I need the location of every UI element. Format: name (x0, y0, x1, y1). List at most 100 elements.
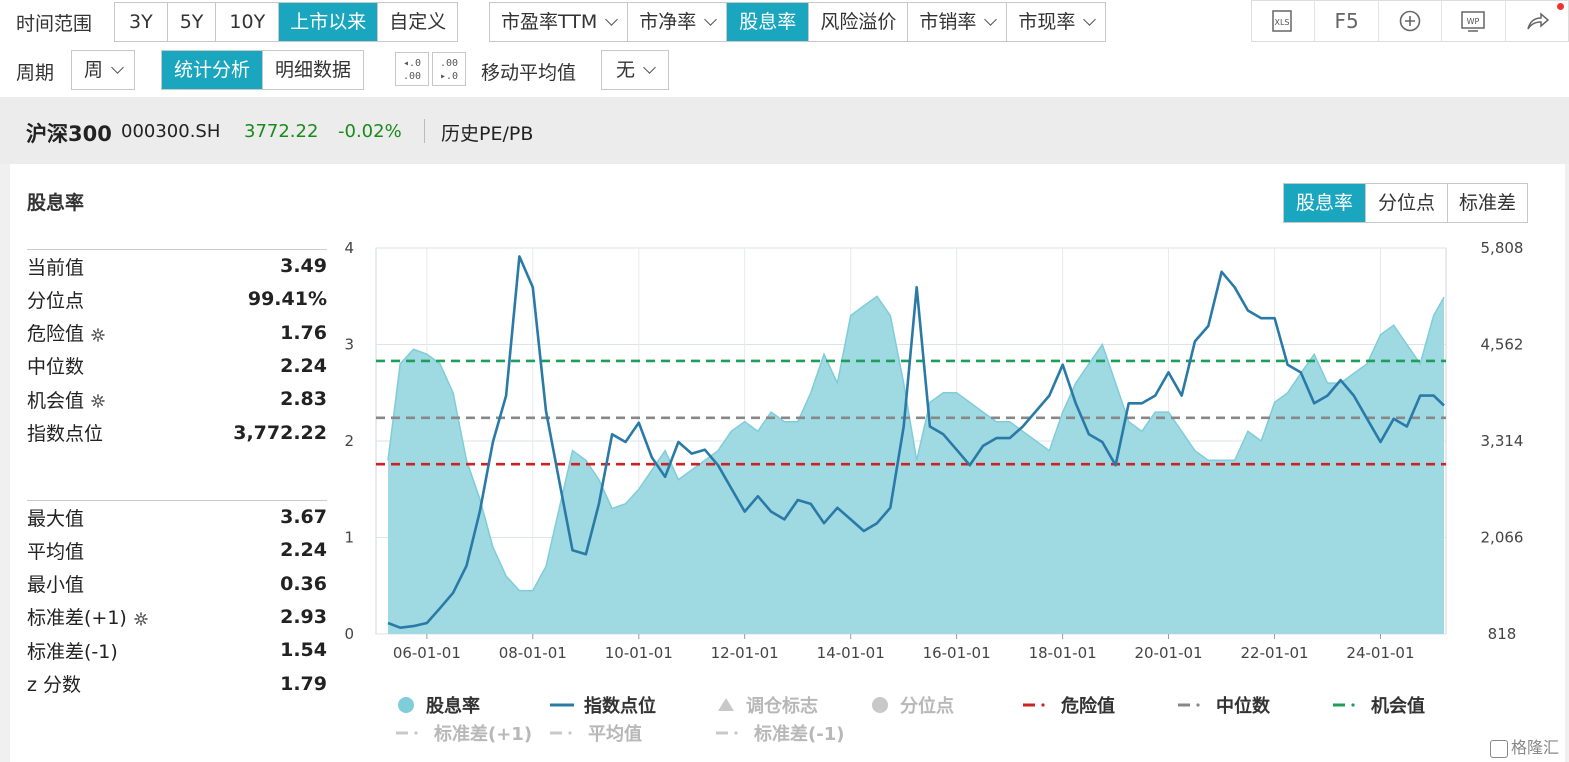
time-range-button-label: 3Y (129, 11, 153, 33)
chevron-down-icon (1083, 13, 1097, 26)
toolbar: 时间范围 3Y 5Y 10Y 上市以来 自定义 市盈率TTM 市净率 股息率 风险溢价 市销率市… (0, 0, 1569, 97)
time-range-button-4[interactable]: 自定义 (378, 3, 457, 41)
legend-item[interactable]: 标准差(+1) (396, 720, 532, 746)
f5-refresh-icon[interactable]: F5 (1315, 1, 1379, 41)
chart-tab-label: 标准差 (1459, 192, 1517, 214)
quote-bar: 沪深300 000300.SH 3772.22 -0.02% 历史PE/PB (0, 97, 1569, 164)
time-range-button-1[interactable]: 5Y (168, 3, 217, 41)
gear-icon[interactable] (84, 323, 106, 345)
dividend-yield-line (387, 295, 1445, 592)
metric-button-5[interactable]: 市现率 (1007, 3, 1105, 41)
legend-label: 股息率 (426, 696, 480, 717)
stat-label: 中位数 (27, 356, 85, 379)
legend-item[interactable]: 平均值 (550, 720, 642, 746)
stat-label: 标准差(-1) (27, 640, 118, 663)
gear-icon[interactable] (127, 607, 149, 629)
chevron-down-icon (605, 13, 619, 26)
chart-tab-label: 分位点 (1378, 192, 1436, 214)
stats-divider (27, 500, 327, 501)
stat-row: 最大值 3.67 (27, 501, 327, 533)
period-select[interactable]: 周 (71, 50, 136, 90)
legend-label: 调仓标志 (746, 696, 818, 717)
y-right-tick-label: 3,314 (1481, 432, 1524, 450)
time-range-button-label: 10Y (229, 11, 266, 33)
export-icon-bar: XLS F5 WP (1251, 0, 1569, 42)
moving-average-label: 移动平均值 (481, 62, 577, 84)
metric-button-0[interactable]: 市盈率TTM (490, 3, 629, 41)
legend-label: 机会值 (1371, 696, 1425, 717)
stat-label: z 分数 (27, 674, 82, 696)
x-tick-label: 06-01-01 (393, 644, 461, 662)
stat-value: 3.49 (280, 255, 327, 277)
legend-item[interactable]: 分位点 (870, 692, 954, 718)
legend-item[interactable]: 调仓标志 (716, 692, 818, 718)
dividend-yield-chart: 06-01-01 08-01-01 10-01-01 12-01-01 14-01-01… (344, 239, 1524, 662)
legend-label: 分位点 (900, 696, 954, 717)
time-range-button-2[interactable]: 10Y (216, 3, 280, 41)
add-icon[interactable] (1379, 1, 1443, 41)
metric-button-label: 市销率 (919, 11, 977, 33)
chevron-down-icon (643, 61, 656, 74)
share-icon[interactable] (1506, 1, 1568, 41)
stat-row: z 分数 1.79 (27, 668, 327, 700)
legend-marker-icon (396, 696, 418, 714)
chart-tab-0[interactable]: 股息率 (1284, 184, 1367, 222)
x-tick-label: 22-01-01 (1241, 644, 1309, 662)
stat-row: 最小值 0.36 (27, 568, 327, 600)
view-button-1[interactable]: 明细数据 (263, 51, 363, 89)
moving-average-value: 无 (616, 59, 636, 81)
metric-button-3[interactable]: 风险溢价 (809, 3, 909, 41)
legend-item[interactable]: 中位数 (1178, 692, 1270, 718)
stats-divider (27, 249, 327, 250)
chart-tab-label: 股息率 (1296, 192, 1354, 214)
stat-label-wrap: 中位数 (27, 352, 84, 379)
y-left-tick-label: 4 (344, 239, 354, 257)
stat-row: 当前值 3.49 (27, 250, 327, 282)
wp-export-icon[interactable]: WP (1442, 1, 1506, 41)
stat-label-wrap: 最大值 (27, 504, 84, 531)
view-button-0[interactable]: 统计分析 (162, 51, 264, 89)
xls-export-icon[interactable]: XLS (1252, 1, 1316, 41)
chevron-down-icon (984, 13, 998, 26)
legend-item[interactable]: 股息率 (396, 692, 480, 718)
legend-label: 中位数 (1216, 696, 1270, 717)
svg-text:XLS: XLS (1275, 18, 1290, 27)
stat-label-wrap: 标准差(-1) (27, 637, 118, 664)
moving-average-select[interactable]: 无 (601, 50, 670, 90)
legend-label: 标准差(-1) (754, 724, 845, 745)
stat-label: 危险值 (27, 323, 85, 346)
decimal-increase-icon[interactable]: .00 ▸.0 (432, 52, 466, 86)
stat-value: 2.24 (280, 539, 327, 562)
stat-value: 0.36 (280, 572, 327, 595)
legend-label: 危险值 (1061, 696, 1115, 717)
stat-value: 3,772.22 (233, 421, 327, 444)
legend-item[interactable]: 危险值 (1023, 692, 1115, 718)
y-left-tick-label: 0 (344, 625, 354, 643)
legend-label: 指数点位 (584, 696, 656, 717)
stat-label-wrap: 危险值 (27, 319, 106, 346)
time-range-button-3[interactable]: 上市以来 (279, 3, 379, 41)
gear-icon[interactable] (84, 390, 106, 412)
x-tick-label: 12-01-01 (711, 644, 779, 662)
metric-button-2[interactable]: 股息率 (727, 3, 810, 41)
metric-button-4[interactable]: 市销率 (908, 3, 1008, 41)
legend-item[interactable]: 指数点位 (550, 692, 656, 718)
stat-value: 1.79 (280, 672, 327, 695)
history-pe-pb-link[interactable]: 历史PE/PB (441, 123, 534, 145)
time-range-button-0[interactable]: 3Y (115, 3, 168, 41)
legend-item[interactable]: 机会值 (1333, 692, 1425, 718)
stat-row: 危险值 1.76 (27, 317, 327, 349)
x-tick-label: 18-01-01 (1029, 644, 1097, 662)
chart-tab-1[interactable]: 分位点 (1366, 184, 1449, 222)
stat-value: 3.67 (280, 506, 327, 528)
view-button-label: 统计分析 (174, 59, 251, 81)
stat-label-wrap: 平均值 (27, 537, 84, 564)
chart-tab-2[interactable]: 标准差 (1448, 184, 1527, 222)
stat-value: 1.54 (280, 639, 327, 662)
stat-row: 分位点 99.41% (27, 283, 327, 315)
index-code: 000300.SH (121, 121, 221, 142)
metric-button-1[interactable]: 市净率 (628, 3, 728, 41)
legend-item[interactable]: 标准差(-1) (716, 720, 844, 746)
decimal-decrease-icon[interactable]: ◂.0.00 (395, 52, 429, 86)
y-left-tick-label: 1 (344, 529, 354, 547)
